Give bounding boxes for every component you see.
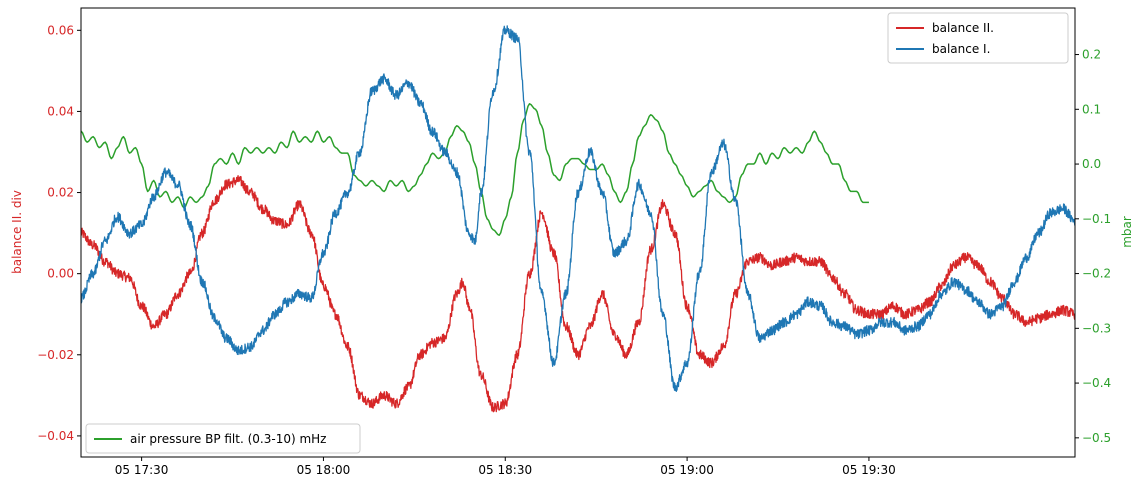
x-tick-label: 05 17:30 [115,463,169,477]
series-line-1 [81,25,1075,393]
x-tick-label: 05 19:00 [660,463,714,477]
y-axis-right: −0.5 −0.4 −0.3 −0.2 −0.1 0.0 0.1 0.2 [1075,48,1111,445]
y-left-tick-label: −0.04 [37,429,74,443]
y-left-tick-label: −0.02 [37,348,74,362]
y-left-tick-label: 0.00 [47,267,74,281]
legend-top-right: balance II. balance I. [887,12,1069,64]
y-axis-left-label: balance II. div [10,190,24,274]
y-right-tick-label: −0.4 [1082,376,1111,390]
y-right-tick-label: −0.1 [1082,212,1111,226]
legend-bottom-left: air pressure BP filt. (0.3-10) mHz [85,423,361,454]
legend-label: balance I. [932,42,990,56]
y-left-tick-label: 0.06 [47,23,74,37]
y-right-tick-label: 0.1 [1082,102,1101,116]
y-right-tick-label: −0.5 [1082,431,1111,445]
x-tick-label: 05 18:00 [297,463,351,477]
legend-box [887,12,1069,64]
series-line-2 [81,103,869,236]
legend-label: balance II. [932,21,994,35]
y-left-tick-label: 0.02 [47,186,74,200]
y-right-tick-label: 0.0 [1082,157,1101,171]
series-line-0 [81,175,1075,413]
y-axis-right-label: mbar [1120,216,1134,248]
y-axis-left: −0.04 −0.02 0.00 0.02 0.04 0.06 [37,23,81,443]
y-right-tick-label: −0.2 [1082,267,1111,281]
legend-label: air pressure BP filt. (0.3-10) mHz [130,432,326,446]
x-axis: 05 17:30 05 18:00 05 18:30 05 19:00 05 19:30 [115,457,896,477]
y-left-tick-label: 0.04 [47,104,74,118]
plot-area-frame [80,7,1076,458]
legend-box [85,423,361,454]
y-right-tick-label: −0.3 [1082,321,1111,335]
x-tick-label: 05 18:30 [478,463,532,477]
x-tick-label: 05 19:30 [842,463,896,477]
series-layer [81,25,1075,413]
y-right-tick-label: 0.2 [1082,48,1101,62]
